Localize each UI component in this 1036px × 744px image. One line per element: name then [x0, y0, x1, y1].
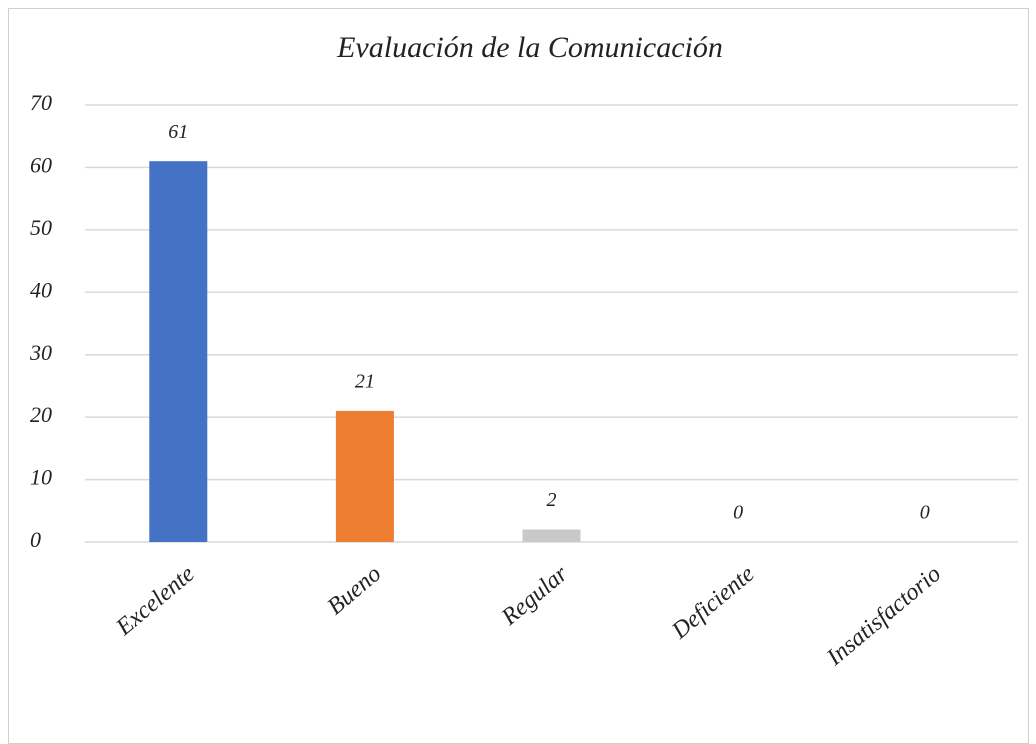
chart-title: Evaluación de la Comunicación: [336, 31, 723, 64]
y-tick-label: 10: [30, 465, 52, 490]
bar: [335, 410, 394, 542]
data-label: 61: [168, 121, 188, 143]
data-label: 21: [355, 370, 375, 392]
bar: [149, 161, 208, 542]
data-label: 0: [733, 502, 743, 524]
y-tick-label: 20: [30, 402, 52, 427]
y-tick-label: 60: [30, 152, 52, 177]
y-tick-label: 40: [30, 277, 52, 302]
y-tick-label: 0: [30, 527, 41, 552]
y-tick-label: 50: [30, 215, 52, 240]
data-label: 0: [920, 502, 930, 524]
bar: [522, 529, 581, 542]
y-tick-label: 70: [30, 90, 52, 115]
data-label: 2: [547, 489, 557, 511]
y-tick-label: 30: [29, 340, 52, 365]
